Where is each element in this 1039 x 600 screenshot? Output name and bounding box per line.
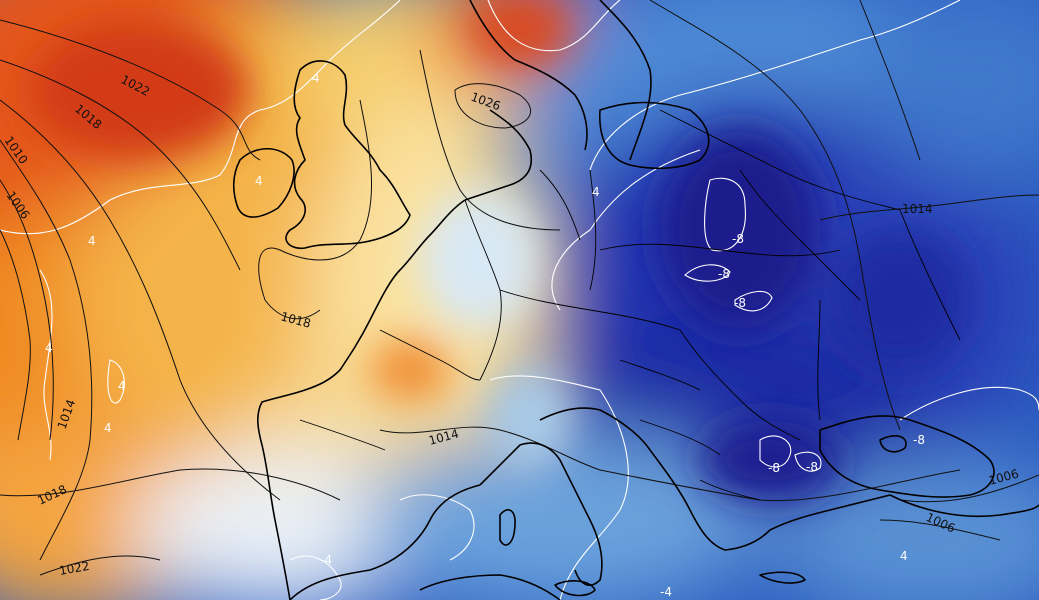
coast-great-britain [285, 60, 411, 250]
coast-scandinavia [469, 0, 588, 151]
pressure-label: 1022 [58, 559, 91, 578]
coast-black-sea [819, 415, 995, 498]
temperature-label: -8 [734, 296, 746, 310]
coast-ireland [232, 148, 295, 218]
temperature-label: -8 [732, 232, 744, 246]
coast-balkans [649, 449, 771, 551]
temperature-labels: 4 4 4 4 4 4 4 -8 -8 -8 -8 -8 -8 -4 -4 4 [45, 71, 925, 599]
temperature-label: -8 [718, 267, 730, 281]
coast-baltic [599, 101, 710, 170]
temperature-label: -4 [660, 585, 672, 599]
coast-italy [479, 442, 603, 586]
temperature-label: 4 [900, 549, 908, 563]
country-borders [299, 109, 961, 501]
isobars [0, 0, 1039, 576]
temperature-label: 4 [45, 341, 53, 355]
temperature-label: 4 [255, 174, 263, 188]
temperature-label: 4 [104, 421, 112, 435]
temperature-label: 4 [118, 379, 126, 393]
temperature-label: 4 [312, 71, 320, 85]
coast-continent [257, 199, 466, 600]
temperature-label: -8 [913, 433, 925, 447]
temperature-label: 4 [88, 234, 96, 248]
temperature-label: 4 [592, 185, 600, 199]
coastlines [232, 0, 1039, 600]
temperature-label: -8 [768, 461, 780, 475]
pressure-label: 1014 [902, 202, 933, 216]
temperature-label: -8 [806, 460, 818, 474]
temperature-label: -4 [320, 553, 332, 567]
